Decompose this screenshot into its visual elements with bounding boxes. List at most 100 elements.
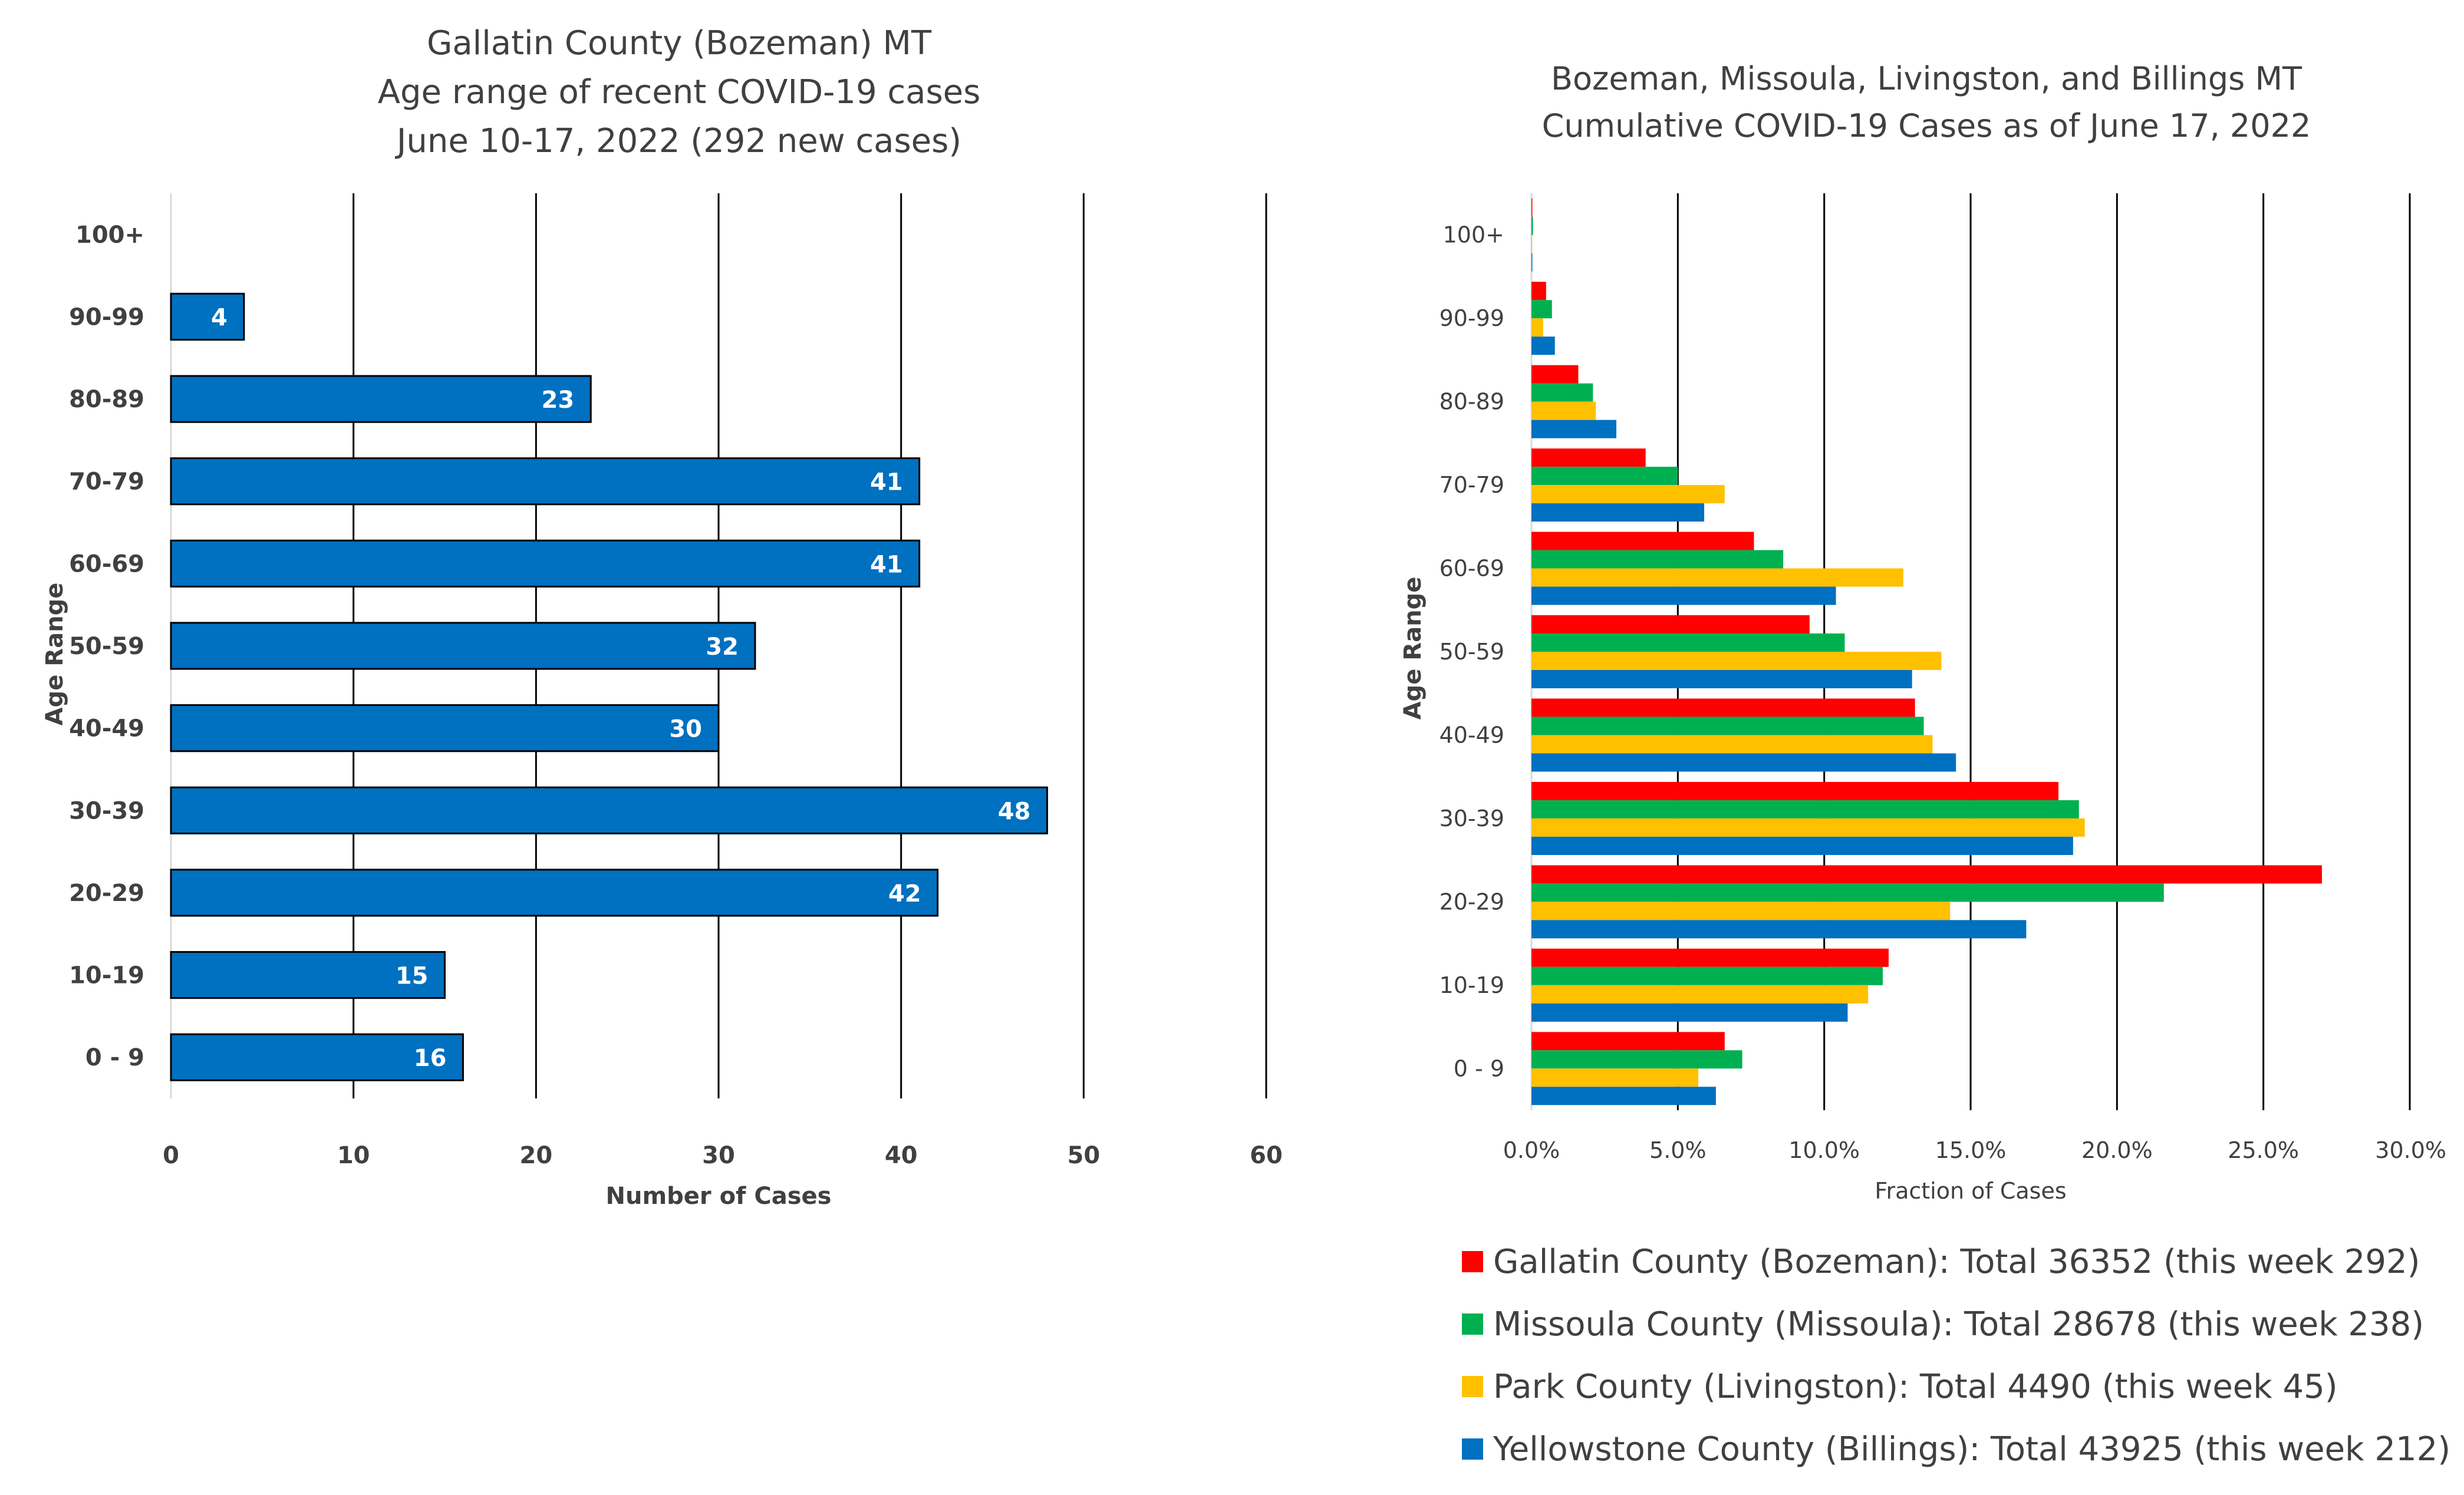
chart-2-y-tick-label: 40-49 bbox=[1439, 722, 1504, 748]
chart-1-y-tick-label: 80-89 bbox=[69, 386, 144, 413]
chart-2-bar-park bbox=[1531, 568, 1903, 587]
chart-1-data-label: 42 bbox=[888, 880, 921, 907]
chart-2-bar-park bbox=[1531, 1068, 1699, 1087]
chart-1-x-tick-label: 50 bbox=[1067, 1142, 1100, 1169]
chart-gallatin-recent-cases: Gallatin County (Bozeman) MT Age range of… bbox=[41, 24, 1283, 1210]
chart-2-bar-yellowstone bbox=[1531, 336, 1555, 355]
chart-2-bar-park bbox=[1531, 735, 1933, 754]
chart-1-x-axis-title: Number of Cases bbox=[606, 1183, 832, 1210]
chart-2-bar-missoula bbox=[1531, 467, 1678, 486]
chart-1-y-tick-label: 10-19 bbox=[69, 962, 144, 989]
chart-1-data-label: 23 bbox=[542, 387, 575, 414]
chart-2-bar-missoula bbox=[1531, 383, 1593, 402]
legend-entry: Yellowstone County (Billings): Total 439… bbox=[1493, 1430, 2450, 1468]
chart-2-bar-park bbox=[1531, 235, 1532, 253]
chart-1-y-tick-label: 0 - 9 bbox=[85, 1044, 144, 1071]
chart-2-bar-gallatin bbox=[1531, 532, 1754, 550]
chart-1-x-tick-label: 0 bbox=[163, 1142, 179, 1169]
chart-2-y-tick-label: 30-39 bbox=[1439, 806, 1504, 831]
chart-1-y-tick-label: 20-29 bbox=[69, 880, 144, 907]
chart-1-bar bbox=[170, 292, 245, 341]
chart-1-x-tick-label: 20 bbox=[519, 1142, 552, 1169]
chart-2-bar-park bbox=[1531, 818, 2085, 837]
chart-2-bar-missoula bbox=[1531, 800, 2079, 819]
chart-2-bar-gallatin bbox=[1531, 198, 1533, 217]
chart-2-bar-missoula bbox=[1531, 883, 2164, 902]
chart-2-bar-yellowstone bbox=[1531, 420, 1617, 438]
chart-1-y-axis-title: Age Range bbox=[41, 583, 68, 726]
chart-1-x-tick-label: 40 bbox=[885, 1142, 918, 1169]
chart-1-data-label: 32 bbox=[706, 633, 739, 661]
chart-2-x-tick-label: 15.0% bbox=[1935, 1137, 2007, 1163]
chart-1-y-tick-label: 100+ bbox=[75, 222, 144, 249]
chart-1-bar bbox=[170, 704, 720, 753]
chart-2-x-tick-label: 5.0% bbox=[1649, 1137, 1707, 1163]
chart-2-bar-yellowstone bbox=[1531, 1003, 1848, 1022]
chart-2-x-tick-label: 10.0% bbox=[1788, 1137, 1860, 1163]
chart-2-x-tick-label: 30.0% bbox=[2375, 1137, 2446, 1163]
legend-entry: Gallatin County (Bozeman): Total 36352 (… bbox=[1493, 1243, 2420, 1281]
chart-2-bar-gallatin bbox=[1531, 448, 1646, 467]
chart-1-data-label: 15 bbox=[396, 963, 429, 990]
chart-1-data-label: 4 bbox=[211, 304, 228, 331]
chart-2-bar-gallatin bbox=[1531, 948, 1889, 967]
chart-2-bar-missoula bbox=[1531, 1050, 1742, 1069]
chart-2-y-tick-label: 60-69 bbox=[1439, 556, 1504, 582]
chart-1-data-label: 30 bbox=[669, 716, 702, 743]
chart-2-bar-yellowstone bbox=[1531, 1087, 1716, 1105]
chart-1-title-line: June 10-17, 2022 (292 new cases) bbox=[395, 122, 961, 160]
chart-2-bar-gallatin bbox=[1531, 865, 2322, 884]
chart-2-bar-missoula bbox=[1531, 300, 1552, 319]
chart-1-y-tick-label: 60-69 bbox=[69, 550, 144, 577]
chart-1-bar bbox=[170, 457, 921, 506]
chart-2-y-tick-label: 100+ bbox=[1443, 222, 1504, 248]
chart-2-bar-gallatin bbox=[1531, 698, 1915, 717]
legend-entry: Park County (Livingston): Total 4490 (th… bbox=[1493, 1368, 2338, 1406]
chart-1-y-tick-label: 40-49 bbox=[69, 715, 144, 742]
chart-1-title-line: Gallatin County (Bozeman) MT bbox=[427, 24, 932, 62]
chart-2-bar-missoula bbox=[1531, 633, 1845, 652]
chart-1-bar bbox=[170, 375, 592, 423]
chart-1-data-label: 41 bbox=[870, 551, 903, 578]
chart-2-y-tick-label: 50-59 bbox=[1439, 639, 1504, 665]
chart-1-title-line: Age range of recent COVID-19 cases bbox=[378, 73, 981, 111]
chart-2-bar-yellowstone bbox=[1531, 920, 2027, 939]
chart-2-y-axis-title: Age Range bbox=[1399, 577, 1427, 720]
chart-2-bar-yellowstone bbox=[1531, 503, 1705, 522]
chart-1-bar bbox=[170, 539, 921, 588]
chart-2-bar-park bbox=[1531, 652, 1942, 670]
chart-2-bar-yellowstone bbox=[1531, 586, 1836, 605]
chart-1-x-tick-label: 60 bbox=[1250, 1142, 1283, 1169]
chart-2-bar-park bbox=[1531, 902, 1951, 920]
legend-swatch bbox=[1462, 1376, 1483, 1397]
chart-2-bar-missoula bbox=[1531, 216, 1533, 235]
chart-2-bar-gallatin bbox=[1531, 781, 2058, 800]
chart-2-bar-gallatin bbox=[1531, 365, 1579, 384]
chart-2-bar-yellowstone bbox=[1531, 836, 2073, 855]
chart-2-x-tick-label: 0.0% bbox=[1503, 1137, 1560, 1163]
chart-2-bar-missoula bbox=[1531, 717, 1924, 735]
chart-1-x-tick-label: 30 bbox=[702, 1142, 735, 1169]
chart-2-x-tick-label: 20.0% bbox=[2081, 1137, 2153, 1163]
chart-1-data-label: 16 bbox=[414, 1045, 447, 1072]
chart-1-data-label: 41 bbox=[870, 469, 903, 496]
chart-2-bar-gallatin bbox=[1531, 1032, 1725, 1051]
chart-2-y-tick-label: 90-99 bbox=[1439, 305, 1504, 331]
chart-2-bar-yellowstone bbox=[1531, 753, 1956, 772]
chart-1-bar bbox=[170, 951, 446, 999]
chart-2-y-tick-label: 70-79 bbox=[1439, 472, 1504, 498]
legend-swatch bbox=[1462, 1314, 1483, 1335]
chart-cumulative-cases-by-county: Bozeman, Missoula, Livingston, and Billi… bbox=[1399, 60, 2450, 1468]
chart-1-y-tick-label: 70-79 bbox=[69, 468, 144, 496]
chart-2-bar-park bbox=[1531, 485, 1725, 504]
chart-2-x-tick-label: 25.0% bbox=[2228, 1137, 2299, 1163]
chart-2-bar-yellowstone bbox=[1531, 253, 1533, 272]
chart-1-bar bbox=[170, 786, 1048, 834]
chart-2-y-tick-label: 0 - 9 bbox=[1454, 1055, 1504, 1081]
legend-swatch bbox=[1462, 1438, 1483, 1460]
chart-2-y-tick-label: 10-19 bbox=[1439, 972, 1504, 998]
chart-1-data-label: 48 bbox=[998, 798, 1031, 825]
chart-1-y-tick-label: 50-59 bbox=[69, 633, 144, 660]
